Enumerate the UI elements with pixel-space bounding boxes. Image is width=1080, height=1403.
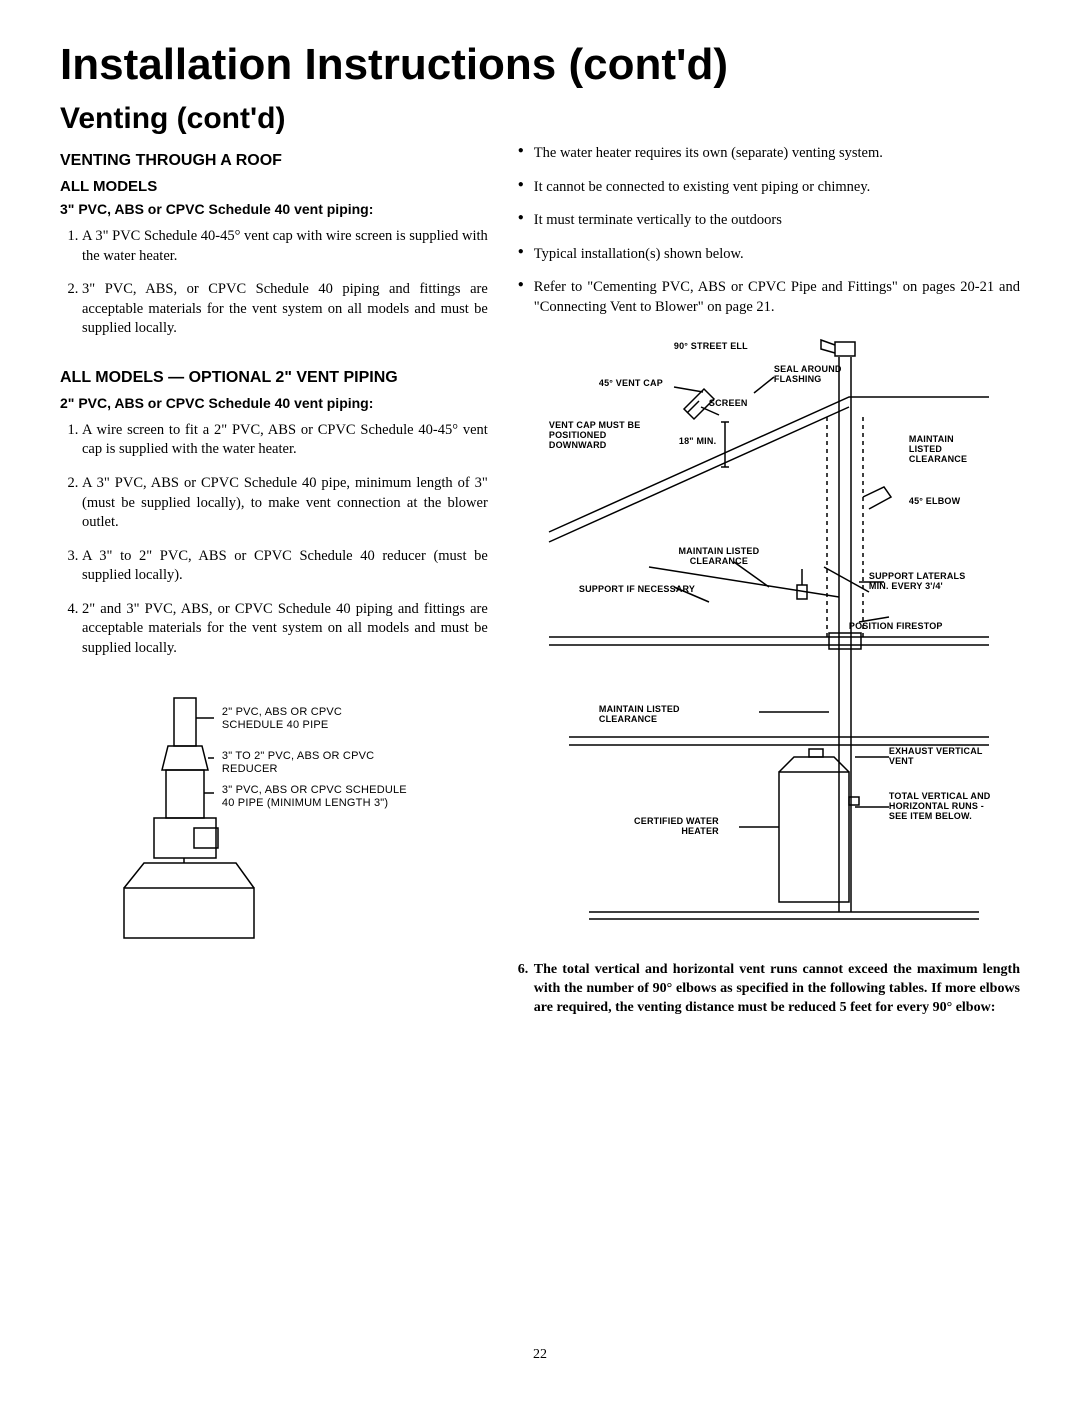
heading-venting-roof: VENTING THROUGH A ROOF — [60, 152, 488, 170]
list-item: 3" PVC, ABS, or CPVC Schedule 40 piping … — [82, 280, 488, 339]
label-3in-pipe: 3" PVC, ABS OR CPVC SCHEDULE 40 PIPE (MI… — [222, 784, 412, 808]
label-street-ell: 90° STREET ELL — [674, 342, 748, 352]
list-3in-piping: A 3" PVC Schedule 40-45° vent cap with w… — [60, 227, 488, 339]
label-total: TOTAL VERTICAL AND HORIZONTAL RUNS - SEE… — [889, 792, 999, 822]
label-18min: 18" MIN. — [679, 437, 716, 447]
pipe-reducer-diagram: 2" PVC, ABS OR CPVC SCHEDULE 40 PIPE 3" … — [114, 688, 434, 948]
list-item: 2" and 3" PVC, ABS, or CPVC Schedule 40 … — [82, 600, 488, 659]
list-item: A 3" PVC, ABS or CPVC Schedule 40 pipe, … — [82, 474, 488, 533]
heading-3in-piping: 3" PVC, ABS or CPVC Schedule 40 vent pip… — [60, 201, 488, 217]
page-number: 22 — [533, 1347, 547, 1363]
bullet-item: It must terminate vertically to the outd… — [518, 211, 1020, 231]
section-subtitle: Venting (cont'd) — [60, 102, 1020, 136]
bullet-item: The water heater requires its own (separ… — [518, 144, 1020, 164]
list-item: A wire screen to fit a 2" PVC, ABS or CP… — [82, 421, 488, 460]
label-2in-pipe: 2" PVC, ABS OR CPVC SCHEDULE 40 PIPE — [222, 706, 382, 730]
bullet-item: Refer to "Cementing PVC, ABS or CPVC Pip… — [518, 278, 1020, 317]
page-title: Installation Instructions (cont'd) — [60, 40, 1020, 90]
label-45elbow: 45° ELBOW — [909, 497, 960, 507]
heading-optional-2in: ALL MODELS — OPTIONAL 2" VENT PIPING — [60, 369, 488, 387]
left-column: VENTING THROUGH A ROOF ALL MODELS 3" PVC… — [60, 144, 488, 1018]
label-clearance-mid: MAINTAIN LISTED CLEARANCE — [669, 547, 769, 567]
note-6: 6. The total vertical and horizontal ven… — [518, 961, 1020, 1018]
label-seal: SEAL AROUND FLASHING — [774, 365, 854, 385]
label-downward: VENT CAP MUST BE POSITIONED DOWNWARD — [549, 421, 649, 451]
list-item: A 3" PVC Schedule 40-45° vent cap with w… — [82, 227, 488, 266]
note-6-text: The total vertical and horizontal vent r… — [534, 962, 1020, 1015]
two-column-layout: VENTING THROUGH A ROOF ALL MODELS 3" PVC… — [60, 144, 1020, 1018]
label-vent-cap: 45° VENT CAP — [599, 379, 663, 389]
note-6-number: 6. — [518, 961, 529, 980]
bullet-item: It cannot be connected to existing vent … — [518, 178, 1020, 198]
list-2in-piping: A wire screen to fit a 2" PVC, ABS or CP… — [60, 421, 488, 659]
list-item: A 3" to 2" PVC, ABS or CPVC Schedule 40 … — [82, 547, 488, 586]
label-clearance-right: MAINTAIN LISTED CLEARANCE — [909, 435, 979, 465]
heading-all-models: ALL MODELS — [60, 178, 488, 195]
label-screen: SCREEN — [709, 399, 748, 409]
right-column: The water heater requires its own (separ… — [518, 144, 1020, 1018]
label-support-laterals: SUPPORT LATERALS MIN. EVERY 3'/4' — [869, 572, 979, 592]
requirements-list: The water heater requires its own (separ… — [518, 144, 1020, 317]
roof-venting-diagram: 90° STREET ELL 45° VENT CAP SEAL AROUND … — [539, 337, 999, 937]
label-firestop: POSITION FIRESTOP — [849, 622, 943, 632]
label-reducer: 3" TO 2" PVC, ABS OR CPVC REDUCER — [222, 750, 402, 774]
heading-2in-piping: 2" PVC, ABS or CPVC Schedule 40 vent pip… — [60, 395, 488, 411]
label-heater: CERTIFIED WATER HEATER — [629, 817, 719, 837]
label-exhaust: EXHAUST VERTICAL VENT — [889, 747, 999, 767]
label-clearance-low: MAINTAIN LISTED CLEARANCE — [599, 705, 699, 725]
label-support-if: SUPPORT IF NECESSARY — [579, 585, 695, 595]
bullet-item: Typical installation(s) shown below. — [518, 245, 1020, 265]
